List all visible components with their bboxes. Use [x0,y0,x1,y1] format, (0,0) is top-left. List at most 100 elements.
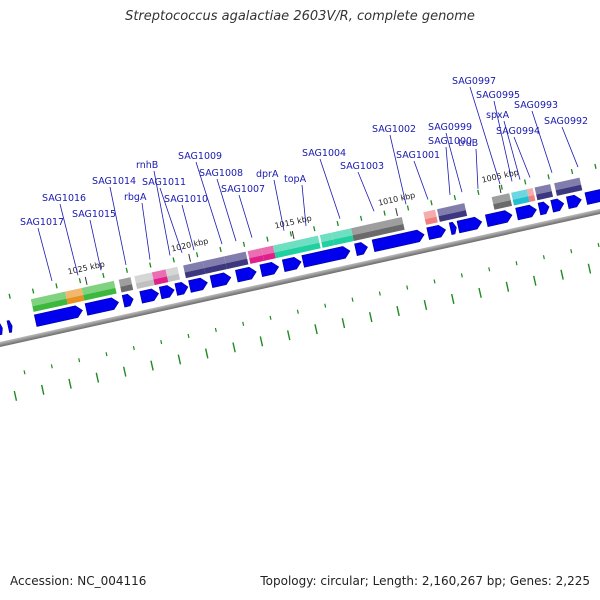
gene-label-text: SAG1003 [340,161,384,172]
lower-tick [368,312,373,323]
gene-label[interactable]: SAG1017 [20,217,64,282]
cds-arrow [121,293,134,308]
gene-label[interactable]: SAG0994 [496,126,540,178]
gene-label[interactable]: SAG1004 [302,148,346,219]
lower-tick [423,299,428,311]
feature-block[interactable] [118,277,134,293]
feature-block-bottom [555,184,583,196]
feature-block-top [511,189,529,200]
gene-leader-line [273,179,285,231]
feature-block-bottom [321,239,335,248]
gene-tick [55,283,58,289]
cds-arrow [354,242,368,256]
feature-block-top [423,209,437,220]
gene-label[interactable]: SAG1002 [372,124,416,205]
gene-label[interactable]: truB [458,138,479,189]
gene-label[interactable]: SAG0995 [476,90,520,182]
kbp-label: 1020 kbp [170,237,209,254]
lower-tick [542,255,545,260]
lower-tick [105,352,108,357]
gene-label[interactable]: SAG1008 [199,168,243,242]
gene-label[interactable]: SAG1010 [164,194,208,251]
gene-label[interactable]: SAG1016 [42,193,86,276]
lower-tick [533,275,537,286]
kbp-label: 1005 kbp [481,168,520,185]
feature-block-top [526,187,535,197]
cds-arrow [209,272,232,288]
lower-tick [150,360,154,371]
gene-tick [266,236,269,242]
gene-label[interactable]: SAG1007 [221,184,265,238]
feature-block-bottom [493,200,513,210]
feature-block-bottom [512,196,530,206]
gene-leader-line [195,161,223,245]
lower-tick [324,303,327,308]
gene-label-text: rbgA [124,192,147,203]
gene-label-text: SAG0997 [452,76,496,87]
gene-leader-line [109,186,127,265]
lower-tick [505,281,510,292]
feature-block[interactable] [30,291,68,312]
gene-label[interactable]: SAG1000 [428,136,472,195]
feature-block[interactable] [554,177,583,196]
gene-tick [31,288,35,294]
feature-block-top [151,269,168,280]
feature-block[interactable] [526,187,536,202]
gene-label[interactable]: SAG1009 [178,151,223,245]
feature-block[interactable] [183,261,206,279]
gene-label[interactable]: SAG0993 [514,100,558,173]
gene-label[interactable]: rnhB [136,160,171,256]
feature-block[interactable] [319,232,335,248]
kbp-tick [498,185,502,194]
feature-block[interactable] [134,272,155,289]
kbp-tick [291,230,295,239]
feature-block[interactable] [331,228,354,246]
feature-block[interactable] [511,189,530,206]
gene-label[interactable]: SAG0997 [452,76,501,185]
feature-block[interactable] [261,245,276,261]
gene-label[interactable]: SAG1003 [340,161,384,212]
lower-tick [597,242,600,248]
gene-label[interactable]: rbgA [124,192,151,260]
gene-label[interactable]: SAG1014 [92,176,136,265]
feature-block-top [319,232,334,243]
gene-leader-line [141,202,151,260]
lower-tick [242,321,245,326]
feature-block-bottom [528,194,536,202]
feature-block[interactable] [224,251,249,270]
lower-tick [50,364,53,369]
genome-backbone [0,203,600,352]
cds-arrow [515,204,537,221]
gene-label[interactable]: SAG1001 [396,150,440,200]
feature-block[interactable] [534,184,554,201]
gene-label[interactable]: SAG1015 [72,209,116,271]
gene-label[interactable]: topA [284,174,307,226]
gene-label[interactable]: SAG0992 [544,116,588,168]
cds-arrow [188,277,208,293]
gene-tick [453,194,457,201]
gene-label[interactable]: SAG1011 [142,177,186,253]
feature-block[interactable] [436,203,468,222]
gene-label[interactable]: spxA [486,110,521,180]
feature-block[interactable] [423,209,438,225]
gene-label[interactable]: SAG0999 [428,122,472,193]
feature-block[interactable] [272,235,321,259]
feature-block[interactable] [351,216,405,241]
feature-block[interactable] [247,248,265,264]
gene-label[interactable]: dprA [256,169,285,231]
feature-block-top [224,251,248,264]
feature-block[interactable] [64,287,85,305]
kbp-label: 1010 kbp [377,191,416,208]
gene-label-text: rnhB [136,160,158,171]
feature-block[interactable] [165,266,181,283]
gene-label-text: truB [458,138,478,149]
feature-block-bottom [83,287,117,301]
lower-tick [40,384,45,395]
feature-block[interactable] [491,193,513,210]
feature-block-top [247,248,263,259]
feature-block[interactable] [151,269,169,286]
feature-block[interactable] [81,280,117,301]
lower-tick [450,293,455,304]
feature-block[interactable] [202,256,227,274]
